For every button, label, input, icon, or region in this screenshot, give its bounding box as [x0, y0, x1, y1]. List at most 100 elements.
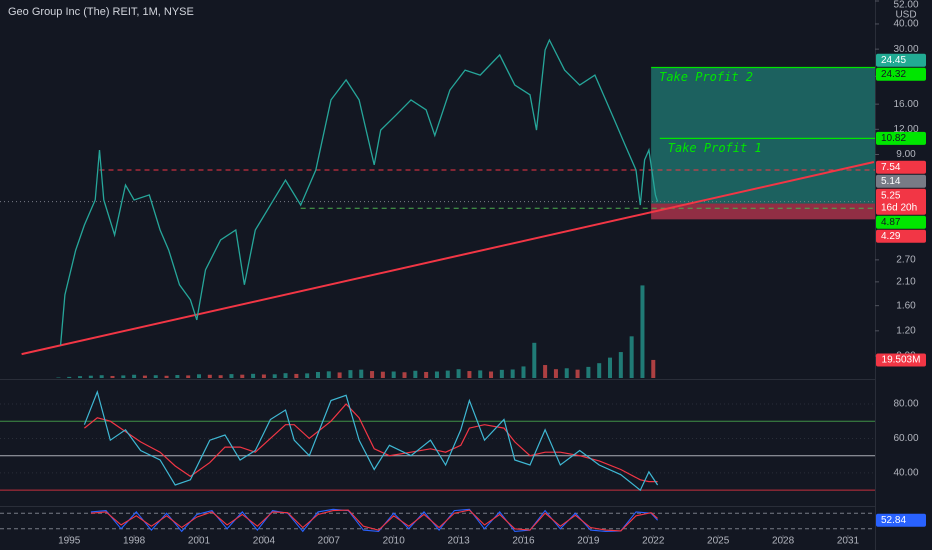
- volume-bar: [575, 369, 580, 378]
- volume-bar: [326, 371, 331, 378]
- volume-bar: [132, 374, 137, 378]
- volume-bar: [337, 372, 342, 378]
- volume-bar: [424, 371, 429, 378]
- y-tick-label: 1.60: [896, 300, 916, 311]
- price-label-box: [876, 174, 926, 188]
- loss-zone: [651, 203, 875, 220]
- volume-bar: [121, 375, 126, 378]
- volume-bar: [543, 365, 548, 378]
- volume-bar: [629, 336, 634, 378]
- price-label-box: [876, 215, 926, 229]
- volume-bar: [240, 374, 245, 378]
- currency-label: USD: [895, 10, 916, 21]
- price-label: 24.45: [881, 55, 906, 66]
- volume-bar: [229, 374, 234, 378]
- volume-bar: [413, 370, 418, 378]
- volume-bar: [618, 352, 623, 378]
- price-label: 24.32: [881, 69, 906, 80]
- price-label: 10.82: [881, 133, 906, 144]
- x-tick-label: 2022: [642, 536, 665, 547]
- volume-bar: [467, 371, 472, 378]
- y-tick-label: 52.00: [893, 0, 918, 11]
- volume-bar: [142, 375, 147, 378]
- volume-bar: [532, 342, 537, 378]
- volume-bar: [640, 285, 645, 378]
- price-series: [59, 38, 659, 346]
- y-tick-label: 12.00: [893, 124, 918, 135]
- volume-bar: [305, 373, 310, 378]
- volume-bar: [218, 375, 223, 378]
- trend-line: [21, 161, 875, 356]
- x-tick-label: 2028: [772, 536, 795, 547]
- rsi-series: [84, 403, 658, 483]
- volume-bar: [359, 369, 364, 378]
- price-label-box: [876, 160, 926, 174]
- volume-bar: [88, 375, 93, 378]
- volume-bar: [597, 363, 602, 378]
- volume-bar: [251, 373, 256, 378]
- volume-bar: [586, 366, 591, 378]
- x-tick-label: 2013: [447, 536, 470, 547]
- y-tick-label: 40.00: [893, 19, 918, 30]
- profit-zone: [651, 67, 875, 204]
- price-label-box: [876, 188, 926, 215]
- x-tick-label: 2007: [318, 536, 341, 547]
- price-label: 5.14: [881, 176, 901, 187]
- volume-bar: [186, 375, 191, 378]
- y-tick-label: 2.10: [896, 276, 916, 287]
- volume-bar: [456, 369, 461, 378]
- volume-bar: [294, 373, 299, 378]
- volume-bar: [553, 369, 558, 378]
- price-label: 7.54: [881, 162, 901, 173]
- price-label-box: [876, 229, 926, 243]
- stoch-series: [90, 509, 658, 532]
- y-tick-label: 40.00: [893, 468, 918, 479]
- volume-bar: [283, 373, 288, 378]
- x-tick-label: 2010: [383, 536, 406, 547]
- volume-bar: [608, 357, 613, 378]
- volume-label-box: [876, 353, 926, 367]
- volume-bar: [197, 374, 202, 378]
- take-profit-label: Take Profit 2: [659, 70, 753, 84]
- volume-bar: [78, 376, 83, 378]
- volume-bar: [110, 375, 115, 378]
- y-tick-label: 9.00: [896, 149, 916, 160]
- volume-bar: [510, 369, 515, 378]
- volume-bar: [391, 371, 396, 378]
- volume-bar: [434, 371, 439, 378]
- volume-bar: [651, 359, 656, 378]
- chart-title: Geo Group Inc (The) REIT, 1M, NYSE: [8, 6, 194, 18]
- x-tick-label: 2001: [188, 536, 211, 547]
- volume-bar: [261, 374, 266, 378]
- y-tick-label: 60.00: [893, 433, 918, 444]
- volume-bar: [445, 370, 450, 378]
- volume-bar: [370, 371, 375, 378]
- volume-bar: [99, 375, 104, 378]
- volume-bar: [164, 375, 169, 378]
- price-label: 5.25: [881, 190, 901, 201]
- volume-bar: [153, 375, 158, 378]
- x-tick-label: 2016: [512, 536, 535, 547]
- x-tick-label: 1998: [123, 536, 146, 547]
- volume-bar: [348, 370, 353, 378]
- x-tick-label: 1995: [58, 536, 81, 547]
- volume-bar: [521, 366, 526, 378]
- volume-bar: [315, 371, 320, 378]
- y-tick-label: 1.20: [896, 325, 916, 336]
- volume-bar: [489, 371, 494, 378]
- y-tick-label: 80.00: [893, 399, 918, 410]
- price-label-box: [876, 53, 926, 67]
- price-label: 4.29: [881, 231, 901, 242]
- stoch-label-box: [876, 513, 926, 527]
- rsi-series: [83, 389, 659, 492]
- price-label-box: [876, 131, 926, 145]
- volume-bar: [564, 368, 569, 378]
- y-tick-label: 16.00: [893, 99, 918, 110]
- volume-bar: [499, 369, 504, 378]
- volume-bar: [478, 370, 483, 378]
- volume-label: 19.503M: [882, 355, 921, 366]
- price-label-box: [876, 67, 926, 81]
- x-tick-label: 2025: [707, 536, 730, 547]
